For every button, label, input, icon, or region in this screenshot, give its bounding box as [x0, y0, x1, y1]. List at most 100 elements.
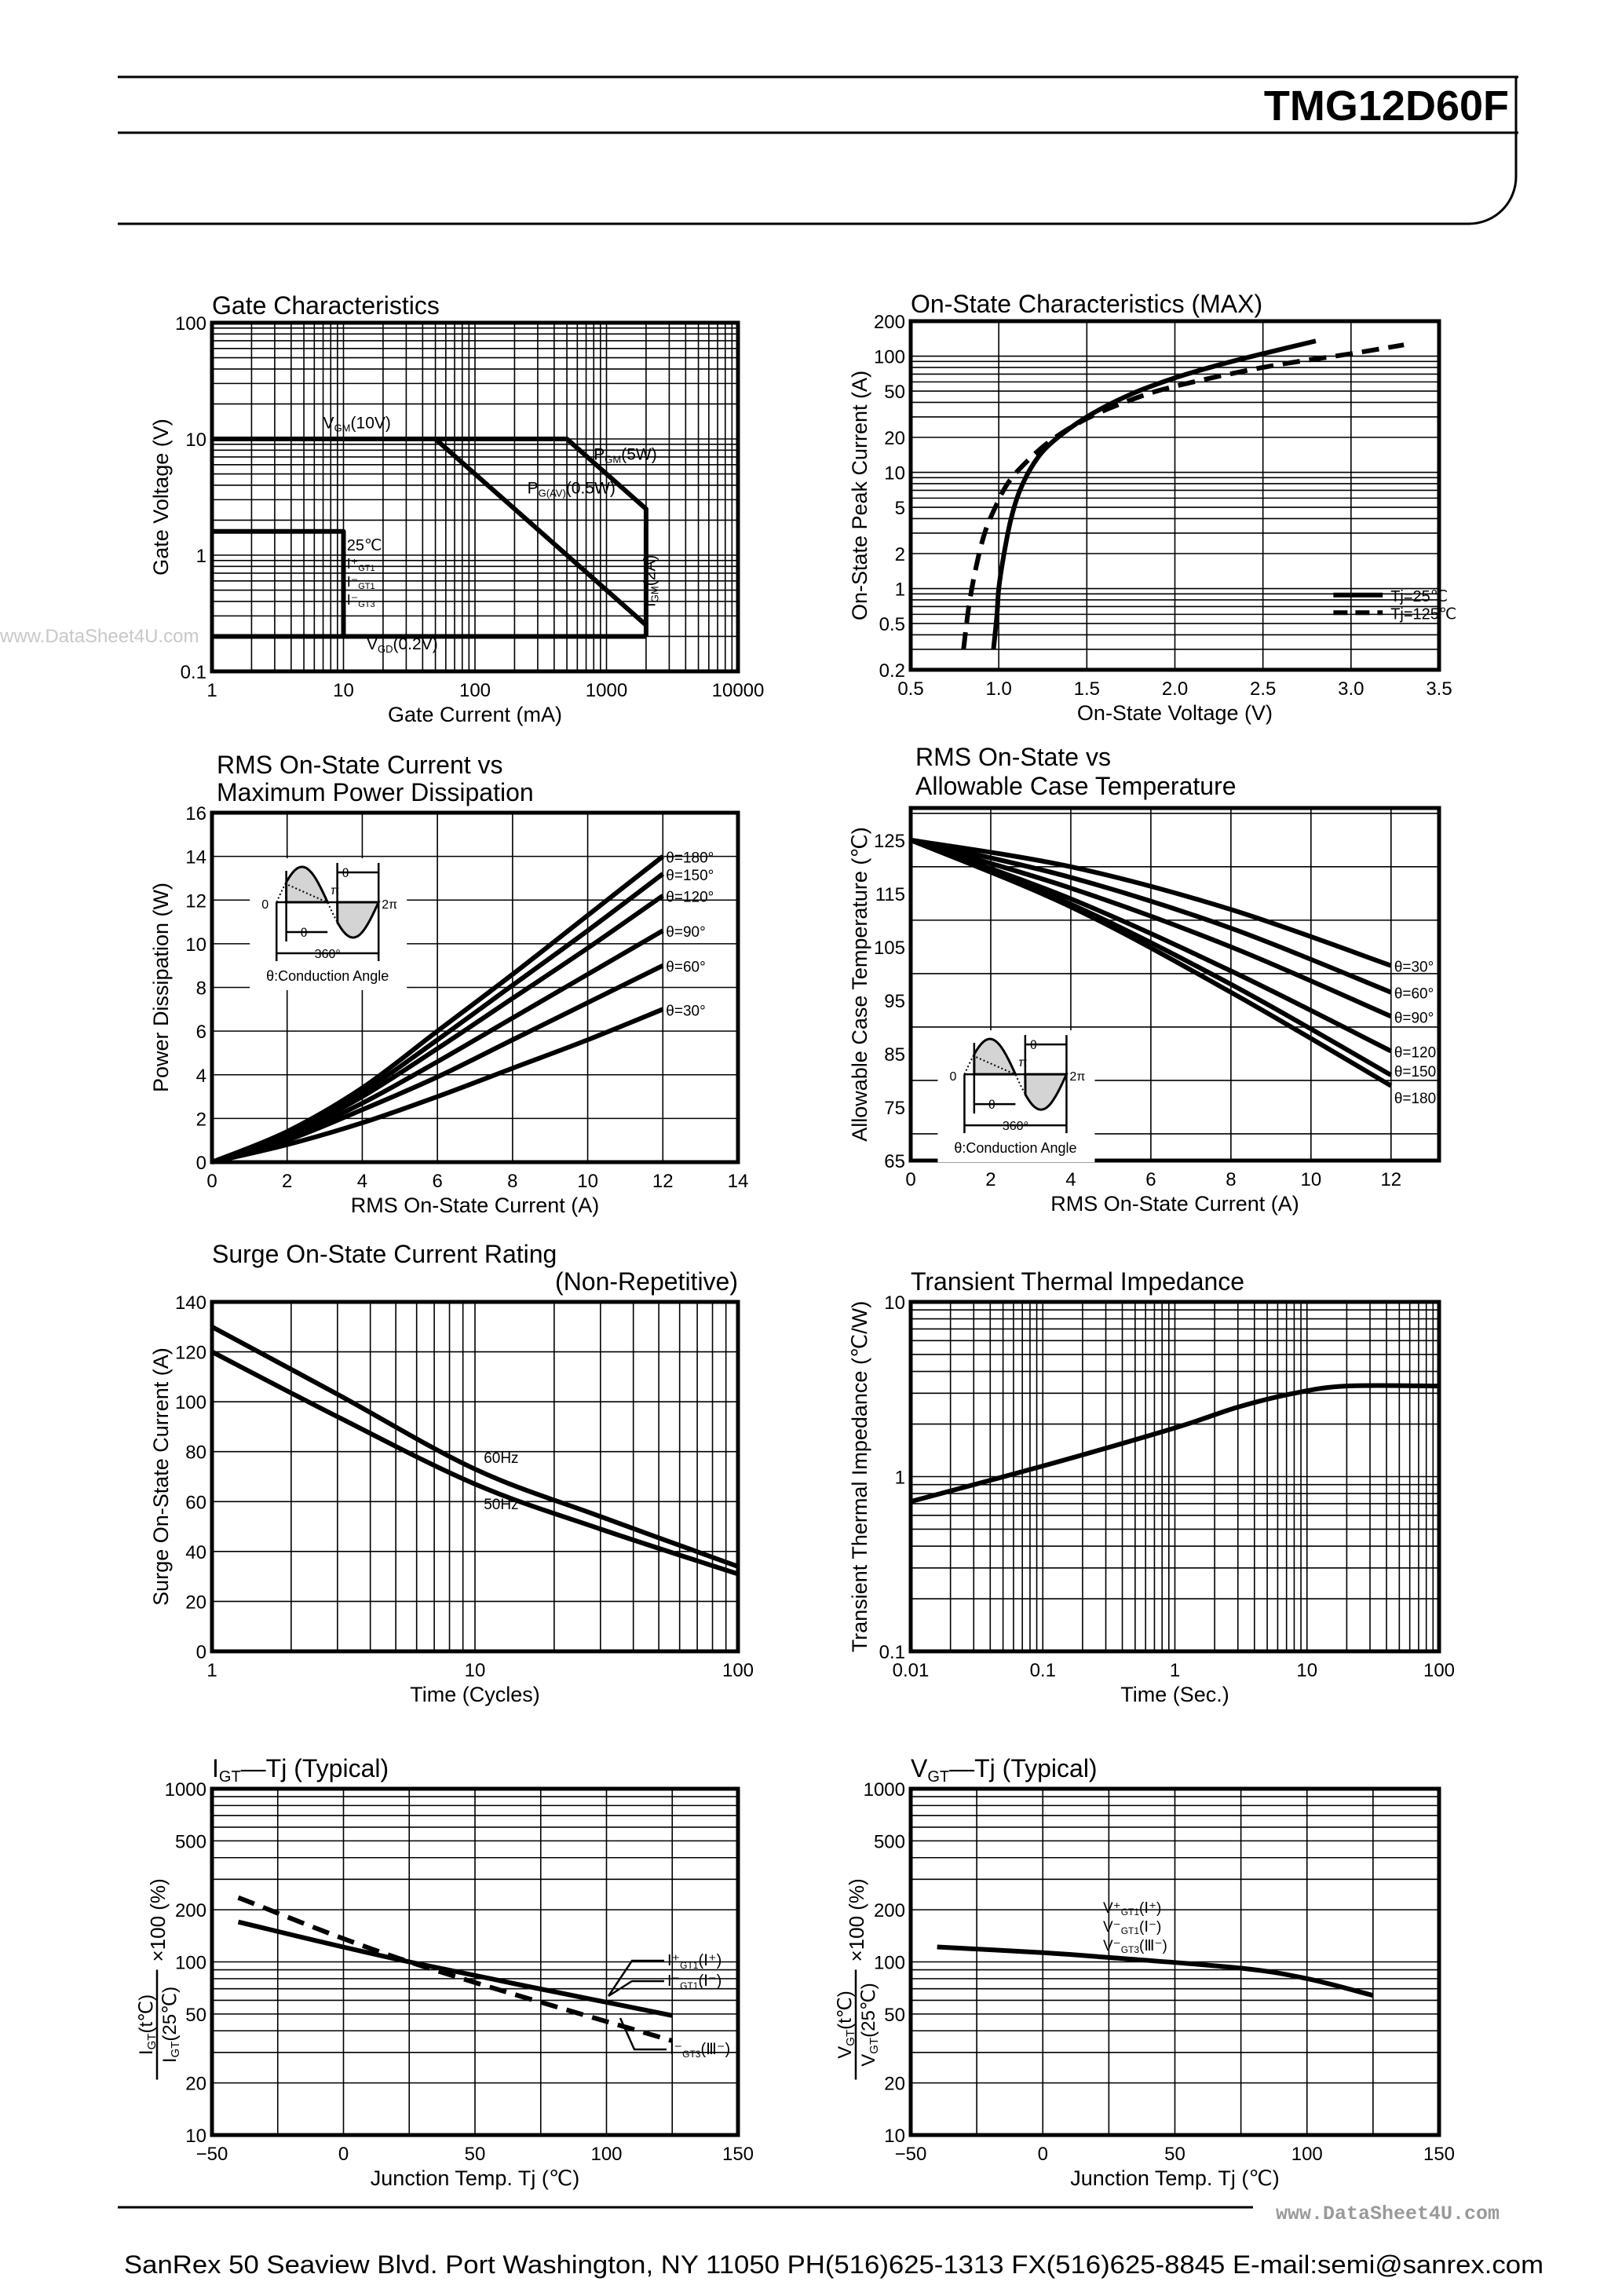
text-segment: I: [136, 2049, 157, 2055]
chart-title: Gate Characteristics: [212, 291, 440, 320]
y-tick-label: 0.1: [181, 662, 206, 683]
x-tick-label: 100: [1291, 2144, 1323, 2165]
subscript: GT3: [682, 2049, 701, 2060]
subscript: GT: [868, 2038, 881, 2054]
subscript: GT3: [1121, 1944, 1140, 1955]
series-line: [910, 837, 1393, 1019]
text-segment: I⁺: [347, 556, 359, 572]
chart-title: IGT—Tj (Typical): [212, 1754, 389, 1786]
text-segment: (2A): [641, 555, 659, 587]
y-tick-label: 1000: [165, 1779, 206, 1801]
series-label: θ=60°: [1394, 986, 1434, 1003]
text-segment: Allowable Case Temperature: [915, 772, 1237, 800]
y-axis-label: Power Dissipation (W): [149, 883, 173, 1092]
gate-trigger-label: I⁺GT1: [347, 556, 375, 573]
y-label-factor: ×100 (%): [146, 1878, 170, 1961]
x-tick-label: 1.5: [1074, 678, 1100, 700]
text-segment: I⁺: [667, 1952, 680, 1969]
text-segment: V⁻: [1103, 1919, 1121, 1936]
text-segment: —Tj (Typical): [949, 1754, 1097, 1782]
y-tick-label: 80: [185, 1442, 206, 1464]
inset-two-pi-label: 2π: [1069, 1070, 1085, 1084]
x-tick-label: 0: [905, 1169, 915, 1190]
x-tick-label: 0.1: [1030, 1660, 1056, 1681]
y-tick-label: 4: [196, 1066, 206, 1087]
text-segment: V⁺: [1103, 1900, 1121, 1917]
gate-trigger-label: I⁻GT3: [347, 592, 375, 609]
x-tick-label: 4: [357, 1171, 367, 1192]
y-tick-label: 0.2: [879, 660, 905, 682]
plot-frame: [210, 1786, 740, 2137]
chart-7: −50 0 50 100 150 10 20 50 100 200 500 1000 Junction …: [136, 1754, 754, 2190]
y-tick-label: 100: [874, 1953, 905, 1974]
subscript: GT1: [358, 564, 374, 573]
chart-5: 1 10 100 0 20 40 60 80 100 120 140 Time (Cycles) Sur…: [149, 1240, 754, 1706]
subscript: GT: [169, 2042, 182, 2058]
y-tick-label: 20: [884, 2074, 905, 2095]
y-tick-label: 40: [185, 1542, 206, 1563]
chart-title: Maximum Power Dissipation: [217, 778, 534, 806]
series-line: [433, 437, 648, 627]
text-segment: (Ⅲ⁻): [1139, 1938, 1167, 1954]
y-tick-label: 6: [196, 1022, 206, 1043]
subscript: GT1: [680, 1980, 699, 1991]
plot-frame: [908, 319, 1441, 672]
chart-title: (Non-Repetitive): [555, 1267, 738, 1296]
x-tick-label: 12: [652, 1171, 674, 1192]
text-segment: (t℃): [835, 1991, 856, 2030]
series-line: [961, 342, 1405, 650]
inset-zero-label: 0: [950, 1070, 957, 1084]
y-label-factor: ×100 (%): [845, 1878, 868, 1961]
text-segment: V: [911, 1754, 928, 1782]
text-segment: RMS On-State Current vs: [217, 751, 503, 779]
series-label: θ=90°: [1394, 1010, 1434, 1026]
x-tick-label: 1: [1170, 1660, 1180, 1681]
series-line: [991, 338, 1317, 650]
leader-line: [619, 2017, 667, 2051]
legend-label: Tj=125℃: [1390, 605, 1456, 623]
series-label: V⁻GT3(Ⅲ⁻): [1103, 1938, 1167, 1955]
x-axis-label: Gate Current (mA): [388, 703, 562, 726]
inset-pi-label: π: [331, 884, 339, 898]
series-line: [910, 837, 1392, 968]
text-segment: I: [159, 2057, 181, 2063]
text-segment: (Non-Repetitive): [555, 1267, 738, 1296]
leader-line: [607, 1959, 664, 1997]
conduction-angle-inset: 0 π 2π θ θ 360° θ:Conduction Angle: [937, 1030, 1095, 1163]
chart-title: VGT—Tj (Typical): [911, 1754, 1098, 1786]
inset-theta-label: θ: [1030, 1039, 1037, 1052]
series-line: [237, 1919, 673, 2018]
series-label: V⁻GT1(Ⅰ⁻): [1103, 1919, 1161, 1936]
x-axis-label: On-State Voltage (V): [1077, 701, 1273, 725]
text-segment: V⁻: [1103, 1938, 1121, 1954]
footer: www.DataSheet4U.com SanRex 50 Seaview Bl…: [118, 2203, 1543, 2279]
text-segment: (Ⅰ⁻): [698, 1972, 721, 1990]
y-tick-label: 14: [185, 847, 206, 868]
y-tick-label: 8: [196, 978, 206, 1000]
subscript: G(AV): [539, 487, 566, 499]
text-segment: V: [367, 635, 378, 653]
series-label: 50Hz: [484, 1497, 518, 1513]
x-tick-label: 2: [282, 1171, 292, 1192]
chart-2: 0.5 1.0 1.5 2.0 2.5 3.0 3.50.20.51251020501002…: [848, 290, 1456, 725]
text-segment: (Ⅲ⁻): [700, 2041, 730, 2058]
y-tick-label: 75: [884, 1098, 905, 1119]
y-tick-label: 10: [185, 430, 206, 451]
y-tick-label: 100: [175, 1953, 206, 1974]
text-segment: I: [641, 602, 659, 607]
inset-period-label: 360°: [1003, 1120, 1028, 1133]
y-axis-label: On-State Peak Current (A): [848, 371, 871, 620]
series-line: [211, 963, 664, 1164]
text-segment: (25℃): [159, 1987, 181, 2042]
series-line: [910, 1383, 1440, 1504]
x-tick-label: 1.0: [985, 678, 1011, 700]
inset-caption: θ:Conduction Angle: [266, 968, 389, 984]
x-axis-label: Time (Cycles): [410, 1683, 540, 1706]
gate-trigger-label: 25℃: [347, 537, 382, 554]
text-segment: I⁻: [667, 1972, 680, 1990]
y-tick-label: 20: [884, 428, 905, 449]
text-segment: I⁻: [347, 574, 359, 590]
x-tick-label: 10: [1300, 1169, 1321, 1190]
